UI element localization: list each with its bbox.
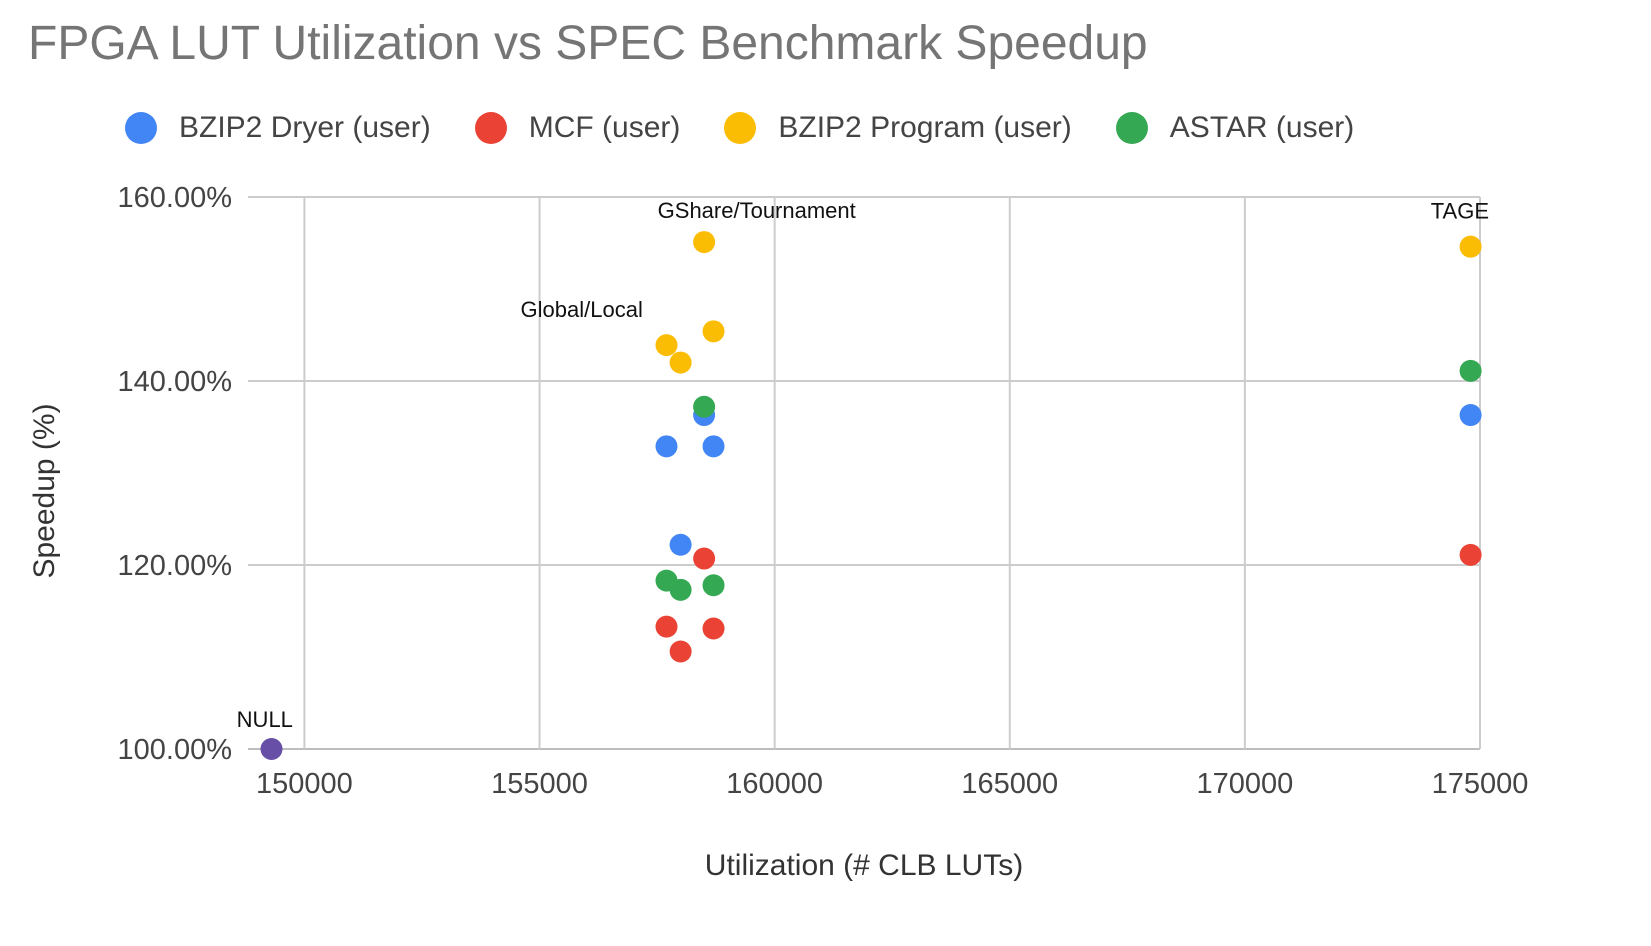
data-point-series-2[interactable] <box>1459 235 1482 258</box>
x-tick-label: 175000 <box>1432 768 1529 800</box>
legend-swatch-astar <box>1115 112 1148 144</box>
annotation-label: GShare/Tournament <box>658 198 856 223</box>
legend: BZIP2 Dryer (user) MCF (user) BZIP2 Prog… <box>125 108 1398 148</box>
annotations: GShare/Tournament Global/Local TAGE NULL <box>237 198 1489 732</box>
y-tick-label: 140.00% <box>118 366 233 398</box>
legend-label-bzip2-program: BZIP2 Program (user) <box>778 111 1072 144</box>
legend-swatch-bzip2-program <box>724 112 757 144</box>
data-point-series-2[interactable] <box>693 231 716 254</box>
legend-label-astar: ASTAR (user) <box>1169 111 1355 144</box>
annotation-label: Global/Local <box>521 297 643 322</box>
y-tick-label: 120.00% <box>118 550 233 582</box>
x-tick-label: 170000 <box>1196 768 1293 800</box>
x-tick-label: 155000 <box>491 768 588 800</box>
y-axis-title: Speedup (%) <box>28 403 61 578</box>
data-point-series-1[interactable] <box>1459 543 1482 566</box>
data-point-series-0[interactable] <box>669 533 692 556</box>
grid <box>248 196 1481 750</box>
data-point-series-0[interactable] <box>702 435 725 458</box>
legend-swatch-bzip2-dryer <box>125 112 157 144</box>
legend-item-bzip2-dryer[interactable]: BZIP2 Dryer (user) <box>125 111 431 145</box>
data-points <box>260 231 1482 760</box>
chart-title: FPGA LUT Utilization vs SPEC Benchmark S… <box>28 17 1148 70</box>
data-point-null[interactable] <box>260 738 283 760</box>
data-point-series-3[interactable] <box>693 395 716 418</box>
annotation-label: TAGE <box>1431 199 1489 224</box>
data-point-series-0[interactable] <box>1459 404 1482 427</box>
data-point-series-2[interactable] <box>655 334 678 357</box>
legend-item-bzip2-program[interactable]: BZIP2 Program (user) <box>724 111 1072 145</box>
legend-label-bzip2-dryer: BZIP2 Dryer (user) <box>179 111 431 144</box>
data-point-series-1[interactable] <box>669 640 692 663</box>
data-point-series-1[interactable] <box>693 547 716 570</box>
data-point-series-3[interactable] <box>669 578 692 601</box>
data-point-series-3[interactable] <box>1459 359 1482 382</box>
data-point-series-1[interactable] <box>655 615 678 638</box>
x-axis-title: Utilization (# CLB LUTs) <box>705 849 1023 882</box>
x-tick-label: 165000 <box>961 768 1058 800</box>
tick-labels: 100.00% 120.00% 140.00% 160.00% 150000 155000… <box>118 182 1529 800</box>
x-tick-label: 160000 <box>726 768 823 800</box>
y-tick-label: 160.00% <box>118 182 233 214</box>
data-point-series-2[interactable] <box>669 351 692 374</box>
data-point-series-0[interactable] <box>655 435 678 458</box>
legend-item-astar[interactable]: ASTAR (user) <box>1115 111 1355 145</box>
legend-swatch-mcf <box>474 112 507 144</box>
data-point-series-1[interactable] <box>702 617 725 640</box>
data-point-series-3[interactable] <box>702 574 725 597</box>
y-tick-label: 100.00% <box>118 734 233 766</box>
annotation-label: NULL <box>237 707 293 732</box>
legend-label-mcf: MCF (user) <box>528 111 681 144</box>
data-point-series-2[interactable] <box>702 320 725 343</box>
x-tick-label: 150000 <box>256 768 353 800</box>
legend-item-mcf[interactable]: MCF (user) <box>474 111 681 145</box>
